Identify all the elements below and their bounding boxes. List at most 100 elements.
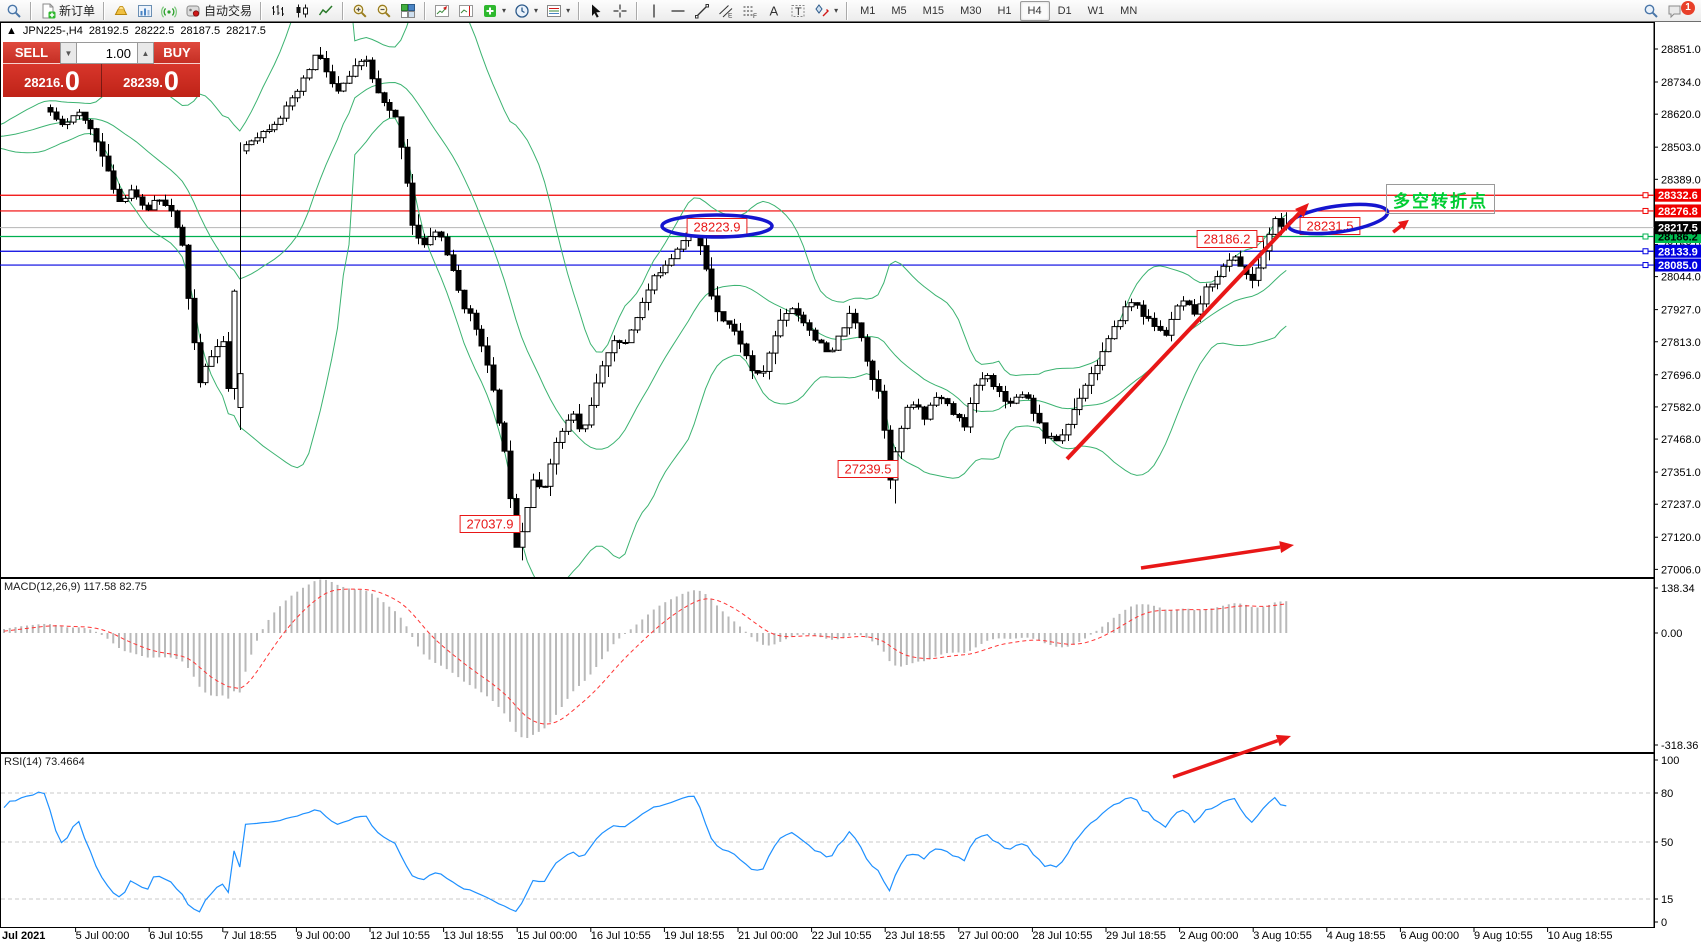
new-order-button[interactable]: 新订单 [36, 0, 99, 22]
date-axis-label: 3 Aug 10:55 [1253, 930, 1312, 942]
svg-text:E: E [728, 12, 733, 19]
price-axis-tick: 27813.0 [1661, 337, 1701, 349]
toolbar-separator [30, 1, 32, 20]
templates-button[interactable]: ▾ [542, 0, 574, 22]
price-axis-tick: 28503.0 [1661, 142, 1701, 154]
volume-input[interactable]: 1.00 [77, 42, 137, 64]
svg-text:28217.5: 28217.5 [1658, 223, 1698, 235]
macd-panel-frame [0, 578, 1655, 753]
trend-arrow[interactable] [1140, 545, 1281, 570]
macd-axis-tick: 0.00 [1661, 628, 1682, 640]
dropdown-caret-icon: ▾ [834, 6, 839, 15]
sell-price[interactable]: 28216. 0 [3, 64, 101, 97]
svg-text:28231.5: 28231.5 [1307, 219, 1354, 234]
date-axis-label: 15 Jul 00:00 [517, 930, 577, 942]
rsi-axis-tick: 80 [1661, 788, 1673, 800]
text-button[interactable]: A [762, 0, 786, 22]
trend-arrow[interactable] [1065, 211, 1301, 461]
svg-text:F: F [753, 13, 757, 19]
rsi-line-layer [3, 791, 1287, 913]
rsi-panel-frame [0, 753, 1655, 928]
gold-icon [113, 3, 129, 19]
turning-point-annotation[interactable]: 多空转折点 [1386, 184, 1495, 214]
bar-chart-button[interactable] [266, 0, 290, 22]
crosshair-button[interactable] [608, 0, 632, 22]
price-axis-tick: 27582.0 [1661, 402, 1701, 414]
small-arrow-marker[interactable] [1390, 216, 1412, 236]
quote-low: 28187.5 [180, 25, 221, 37]
highlight-ellipse[interactable] [660, 213, 774, 239]
crosshair-icon [612, 3, 628, 19]
left-edge-icon[interactable] [2, 0, 26, 22]
timeframe-m1[interactable]: M1 [860, 4, 876, 17]
linechart-icon [318, 3, 334, 19]
notifications-button[interactable]: 1 [1663, 0, 1699, 22]
signals-button[interactable] [157, 0, 181, 22]
zoom-out-button[interactable] [372, 0, 396, 22]
data-window-button[interactable] [133, 0, 157, 22]
text-label-button[interactable]: T [786, 0, 810, 22]
timeframe-h1[interactable]: H1 [997, 4, 1012, 17]
timeframe-m30[interactable]: M30 [960, 4, 982, 17]
price-axis-tick: 28851.0 [1661, 44, 1701, 56]
arrows-button[interactable]: ▾ [810, 0, 842, 22]
price-axis-tick: 27120.0 [1661, 532, 1701, 544]
price-annotation-label[interactable]: 27037.9 [459, 515, 521, 533]
new-order-button-label: 新订单 [59, 4, 96, 18]
vertical-line-button[interactable] [642, 0, 666, 22]
price-axis-tick: 28734.0 [1661, 77, 1701, 89]
search-button[interactable] [1639, 0, 1663, 22]
timeframe-mn[interactable]: MN [1120, 4, 1138, 17]
candlestick-chart-button[interactable] [290, 0, 314, 22]
antenna-icon [161, 3, 177, 19]
date-axis-label: 12 Jul 10:55 [370, 930, 430, 942]
sell-button[interactable]: SELL [3, 42, 60, 64]
cursor-icon [588, 3, 604, 19]
macd-indicator-label: MACD(12,26,9) 117.58 82.75 [4, 581, 147, 593]
candles-layer [47, 47, 1290, 561]
ind2-icon [458, 3, 474, 19]
toolbar-separator [846, 1, 849, 20]
horizontal-line-button[interactable] [666, 0, 690, 22]
price-annotation-label[interactable]: 28223.9 [686, 218, 748, 236]
zoom-in-button[interactable] [348, 0, 372, 22]
date-axis-label: 2 Aug 00:00 [1180, 930, 1239, 942]
tile-windows-button[interactable] [396, 0, 420, 22]
price-annotation-label[interactable]: 27239.5 [837, 460, 899, 478]
date-axis-label: 7 Jul 18:55 [223, 930, 277, 942]
notification-badge: 1 [1681, 0, 1695, 15]
chart-shift-button[interactable] [454, 0, 478, 22]
autotrading-button[interactable]: 自动交易 [181, 0, 256, 22]
timeframe-m5[interactable]: M5 [891, 4, 907, 17]
indicators-list-button[interactable]: ▾ [478, 0, 510, 22]
volume-decrease-button[interactable]: ▼ [60, 42, 77, 64]
toolbar-separator [424, 1, 427, 20]
cursor-button[interactable] [584, 0, 608, 22]
buy-price[interactable]: 28239. 0 [101, 64, 200, 97]
buy-button[interactable]: BUY [154, 42, 200, 64]
rsi-indicator-label: RSI(14) 73.4664 [4, 756, 85, 768]
toolbar-separator [103, 1, 106, 20]
periods-button[interactable]: ▾ [510, 0, 542, 22]
market-watch-button[interactable] [109, 0, 133, 22]
timeframe-h4[interactable]: H4 [1019, 0, 1050, 21]
svg-text:28186.2: 28186.2 [1658, 232, 1698, 244]
timeframe-d1[interactable]: D1 [1057, 4, 1072, 17]
hline-icon [670, 3, 686, 19]
timeframe-m15[interactable]: M15 [922, 4, 945, 17]
volume-increase-button[interactable]: ▲ [137, 42, 154, 64]
line-chart-button[interactable] [314, 0, 338, 22]
equidistant-channel-button[interactable]: E [714, 0, 738, 22]
timeframe-w1[interactable]: W1 [1087, 4, 1105, 17]
autotrading-button-label: 自动交易 [204, 4, 253, 18]
date-axis-label: 6 Aug 00:00 [1400, 930, 1459, 942]
trendline-button[interactable] [690, 0, 714, 22]
price-annotation-label[interactable]: 28186.2 [1196, 230, 1264, 248]
date-axis-label: 5 Jul 00:00 [76, 930, 130, 942]
auto-scroll-button[interactable] [430, 0, 454, 22]
quote-close: 28217.5 [226, 25, 266, 37]
fibonacci-button[interactable]: F [738, 0, 762, 22]
trend-arrow[interactable] [1172, 738, 1279, 779]
svg-text:A: A [770, 3, 779, 18]
